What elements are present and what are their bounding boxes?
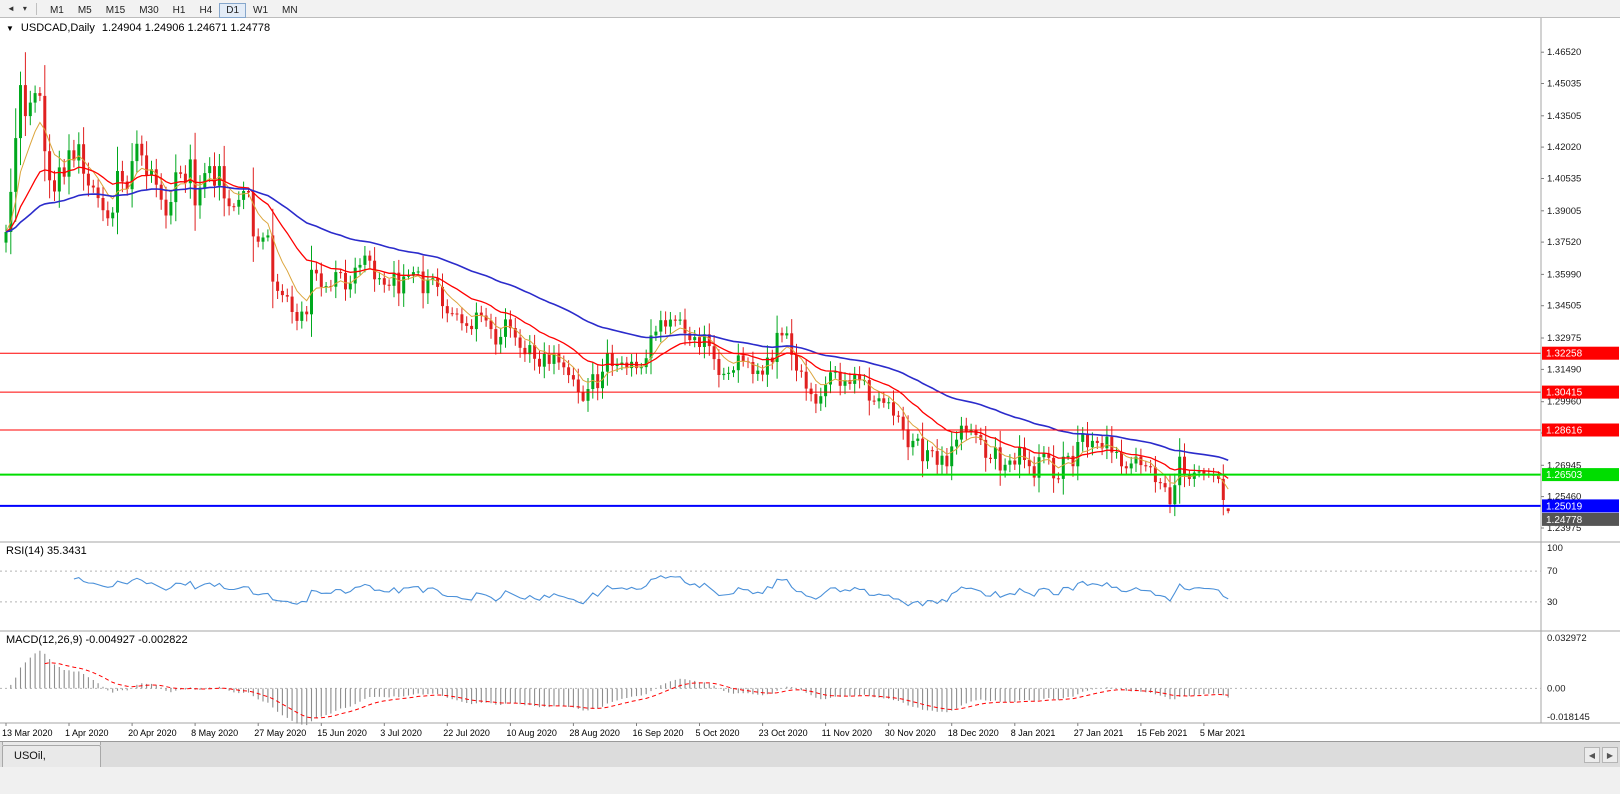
top-toolbar: ◄ ▾ M1 M5 M15 M30 H1 H4 D1 W1 MN <box>0 0 1620 18</box>
tab-scroll-arrows: ◀ ▶ <box>1580 747 1618 763</box>
timeframe-button-d1[interactable]: D1 <box>219 2 247 18</box>
rsi-line <box>73 575 1229 607</box>
svg-text:15 Feb 2021: 15 Feb 2021 <box>1137 728 1188 738</box>
macd-panel: 0.032972 0.00 -0.018145 <box>0 633 1590 726</box>
svg-text:1.32258: 1.32258 <box>1546 349 1583 360</box>
dropdown-caret-icon[interactable]: ▾ <box>22 4 27 13</box>
svg-text:1.42020: 1.42020 <box>1547 142 1581 153</box>
svg-text:0.00: 0.00 <box>1547 683 1566 694</box>
price-badge: 1.25019 <box>1542 499 1619 513</box>
svg-text:1.26945: 1.26945 <box>1547 460 1581 471</box>
svg-text:1.46520: 1.46520 <box>1547 47 1581 58</box>
svg-text:5 Mar 2021: 5 Mar 2021 <box>1200 728 1246 738</box>
svg-text:15 Jun 2020: 15 Jun 2020 <box>317 728 367 738</box>
price-badge: 1.30415 <box>1542 385 1619 399</box>
timeframe-button-m30[interactable]: M30 <box>132 3 165 18</box>
svg-text:22 Jul 2020: 22 Jul 2020 <box>443 728 490 738</box>
date-axis: 13 Mar 2020 1 Apr 2020 20 Apr 2020 8 May 20… <box>2 723 1245 738</box>
svg-text:27 Jan 2021: 27 Jan 2021 <box>1074 728 1124 738</box>
svg-text:18 Dec 2020: 18 Dec 2020 <box>948 728 999 738</box>
timeframe-button-w1[interactable]: W1 <box>246 3 275 18</box>
timeframe-button-mn[interactable]: MN <box>275 3 305 18</box>
price-badge: 1.26503 <box>1542 468 1619 482</box>
chart-tab-china300-h1[interactable]: CHINA300,H1 <box>2 742 101 745</box>
timeframe-button-m5[interactable]: M5 <box>71 3 99 18</box>
svg-text:-0.018145: -0.018145 <box>1547 712 1590 723</box>
svg-text:28 Aug 2020: 28 Aug 2020 <box>569 728 620 738</box>
tabs-scroll-right-button[interactable]: ▶ <box>1602 747 1618 763</box>
macd-signal-line <box>44 662 1229 719</box>
chart-area[interactable]: 1.46520 1.45035 1.43505 1.42020 1.40535 1.390… <box>0 18 1620 741</box>
chart-arrow-icon[interactable]: ◄ <box>7 4 15 13</box>
chart-tabs: EURUSD,DailyUSDCHF,DailyAUDUSD,DailyUSDC… <box>2 742 101 767</box>
ma-7-line <box>5 121 1229 490</box>
svg-text:5 Oct 2020: 5 Oct 2020 <box>696 728 740 738</box>
toolbar-separator <box>35 2 37 15</box>
rsi-panel: 100 70 30 <box>0 543 1563 608</box>
svg-text:1.39005: 1.39005 <box>1547 206 1581 217</box>
price-axis: 1.46520 1.45035 1.43505 1.42020 1.40535 1.390… <box>1541 47 1581 534</box>
svg-text:16 Sep 2020: 16 Sep 2020 <box>633 728 684 738</box>
status-bar <box>0 767 1620 794</box>
svg-text:23 Oct 2020: 23 Oct 2020 <box>759 728 808 738</box>
svg-text:1.26503: 1.26503 <box>1546 470 1583 481</box>
ma-20-line <box>5 166 1229 479</box>
tabs-scroll-left-button[interactable]: ◀ <box>1584 747 1600 763</box>
svg-text:1.25460: 1.25460 <box>1547 492 1581 503</box>
svg-text:1.35990: 1.35990 <box>1547 269 1581 280</box>
svg-text:1 Apr 2020: 1 Apr 2020 <box>65 728 109 738</box>
svg-text:1.34505: 1.34505 <box>1547 301 1581 312</box>
timeframe-button-m1[interactable]: M1 <box>43 3 71 18</box>
chart-tab-usoil[interactable]: USOil, <box>2 745 101 767</box>
svg-text:11 Nov 2020: 11 Nov 2020 <box>822 728 872 738</box>
chart-tab-bar: EURUSD,DailyUSDCHF,DailyAUDUSD,DailyUSDC… <box>0 741 1620 767</box>
price-badge: 1.24778 <box>1542 512 1619 526</box>
timeframe-button-h4[interactable]: H4 <box>192 3 219 18</box>
svg-text:1.25019: 1.25019 <box>1546 501 1583 512</box>
ma-55-line <box>5 185 1229 462</box>
svg-text:1.40535: 1.40535 <box>1547 174 1581 185</box>
svg-text:8 May 2020: 8 May 2020 <box>191 728 238 738</box>
price-badge: 1.28616 <box>1542 423 1619 437</box>
timeframe-button-group: M1 M5 M15 M30 H1 H4 D1 W1 MN <box>43 0 305 18</box>
svg-text:1.43505: 1.43505 <box>1547 111 1581 122</box>
timeframe-button-m15[interactable]: M15 <box>99 3 132 18</box>
svg-text:8 Jan 2021: 8 Jan 2021 <box>1011 728 1056 738</box>
svg-text:1.29960: 1.29960 <box>1547 397 1581 408</box>
svg-text:70: 70 <box>1547 566 1558 577</box>
svg-text:100: 100 <box>1547 543 1563 554</box>
svg-text:1.28616: 1.28616 <box>1546 426 1583 437</box>
svg-text:1.24778: 1.24778 <box>1546 515 1583 526</box>
svg-text:10 Aug 2020: 10 Aug 2020 <box>506 728 557 738</box>
svg-text:1.31490: 1.31490 <box>1547 364 1581 375</box>
svg-text:13 Mar 2020: 13 Mar 2020 <box>2 728 53 738</box>
timeframe-button-h1[interactable]: H1 <box>166 3 193 18</box>
collapse-triangle-icon[interactable]: ▼ <box>6 23 14 33</box>
chart-canvas[interactable]: 1.46520 1.45035 1.43505 1.42020 1.40535 1.390… <box>0 18 1620 741</box>
svg-text:20 Apr 2020: 20 Apr 2020 <box>128 728 177 738</box>
svg-text:30 Nov 2020: 30 Nov 2020 <box>885 728 936 738</box>
svg-text:1.32975: 1.32975 <box>1547 333 1581 344</box>
svg-text:1.37520: 1.37520 <box>1547 237 1581 248</box>
svg-text:1.45035: 1.45035 <box>1547 79 1581 90</box>
svg-text:3 Jul 2020: 3 Jul 2020 <box>380 728 422 738</box>
svg-text:0.032972: 0.032972 <box>1547 633 1587 644</box>
price-badge: 1.32258 <box>1542 346 1619 360</box>
candlestick-series <box>4 52 1230 517</box>
svg-text:1.23975: 1.23975 <box>1547 523 1581 534</box>
svg-text:1.30415: 1.30415 <box>1546 388 1583 399</box>
svg-text:30: 30 <box>1547 597 1558 608</box>
svg-text:27 May 2020: 27 May 2020 <box>254 728 306 738</box>
